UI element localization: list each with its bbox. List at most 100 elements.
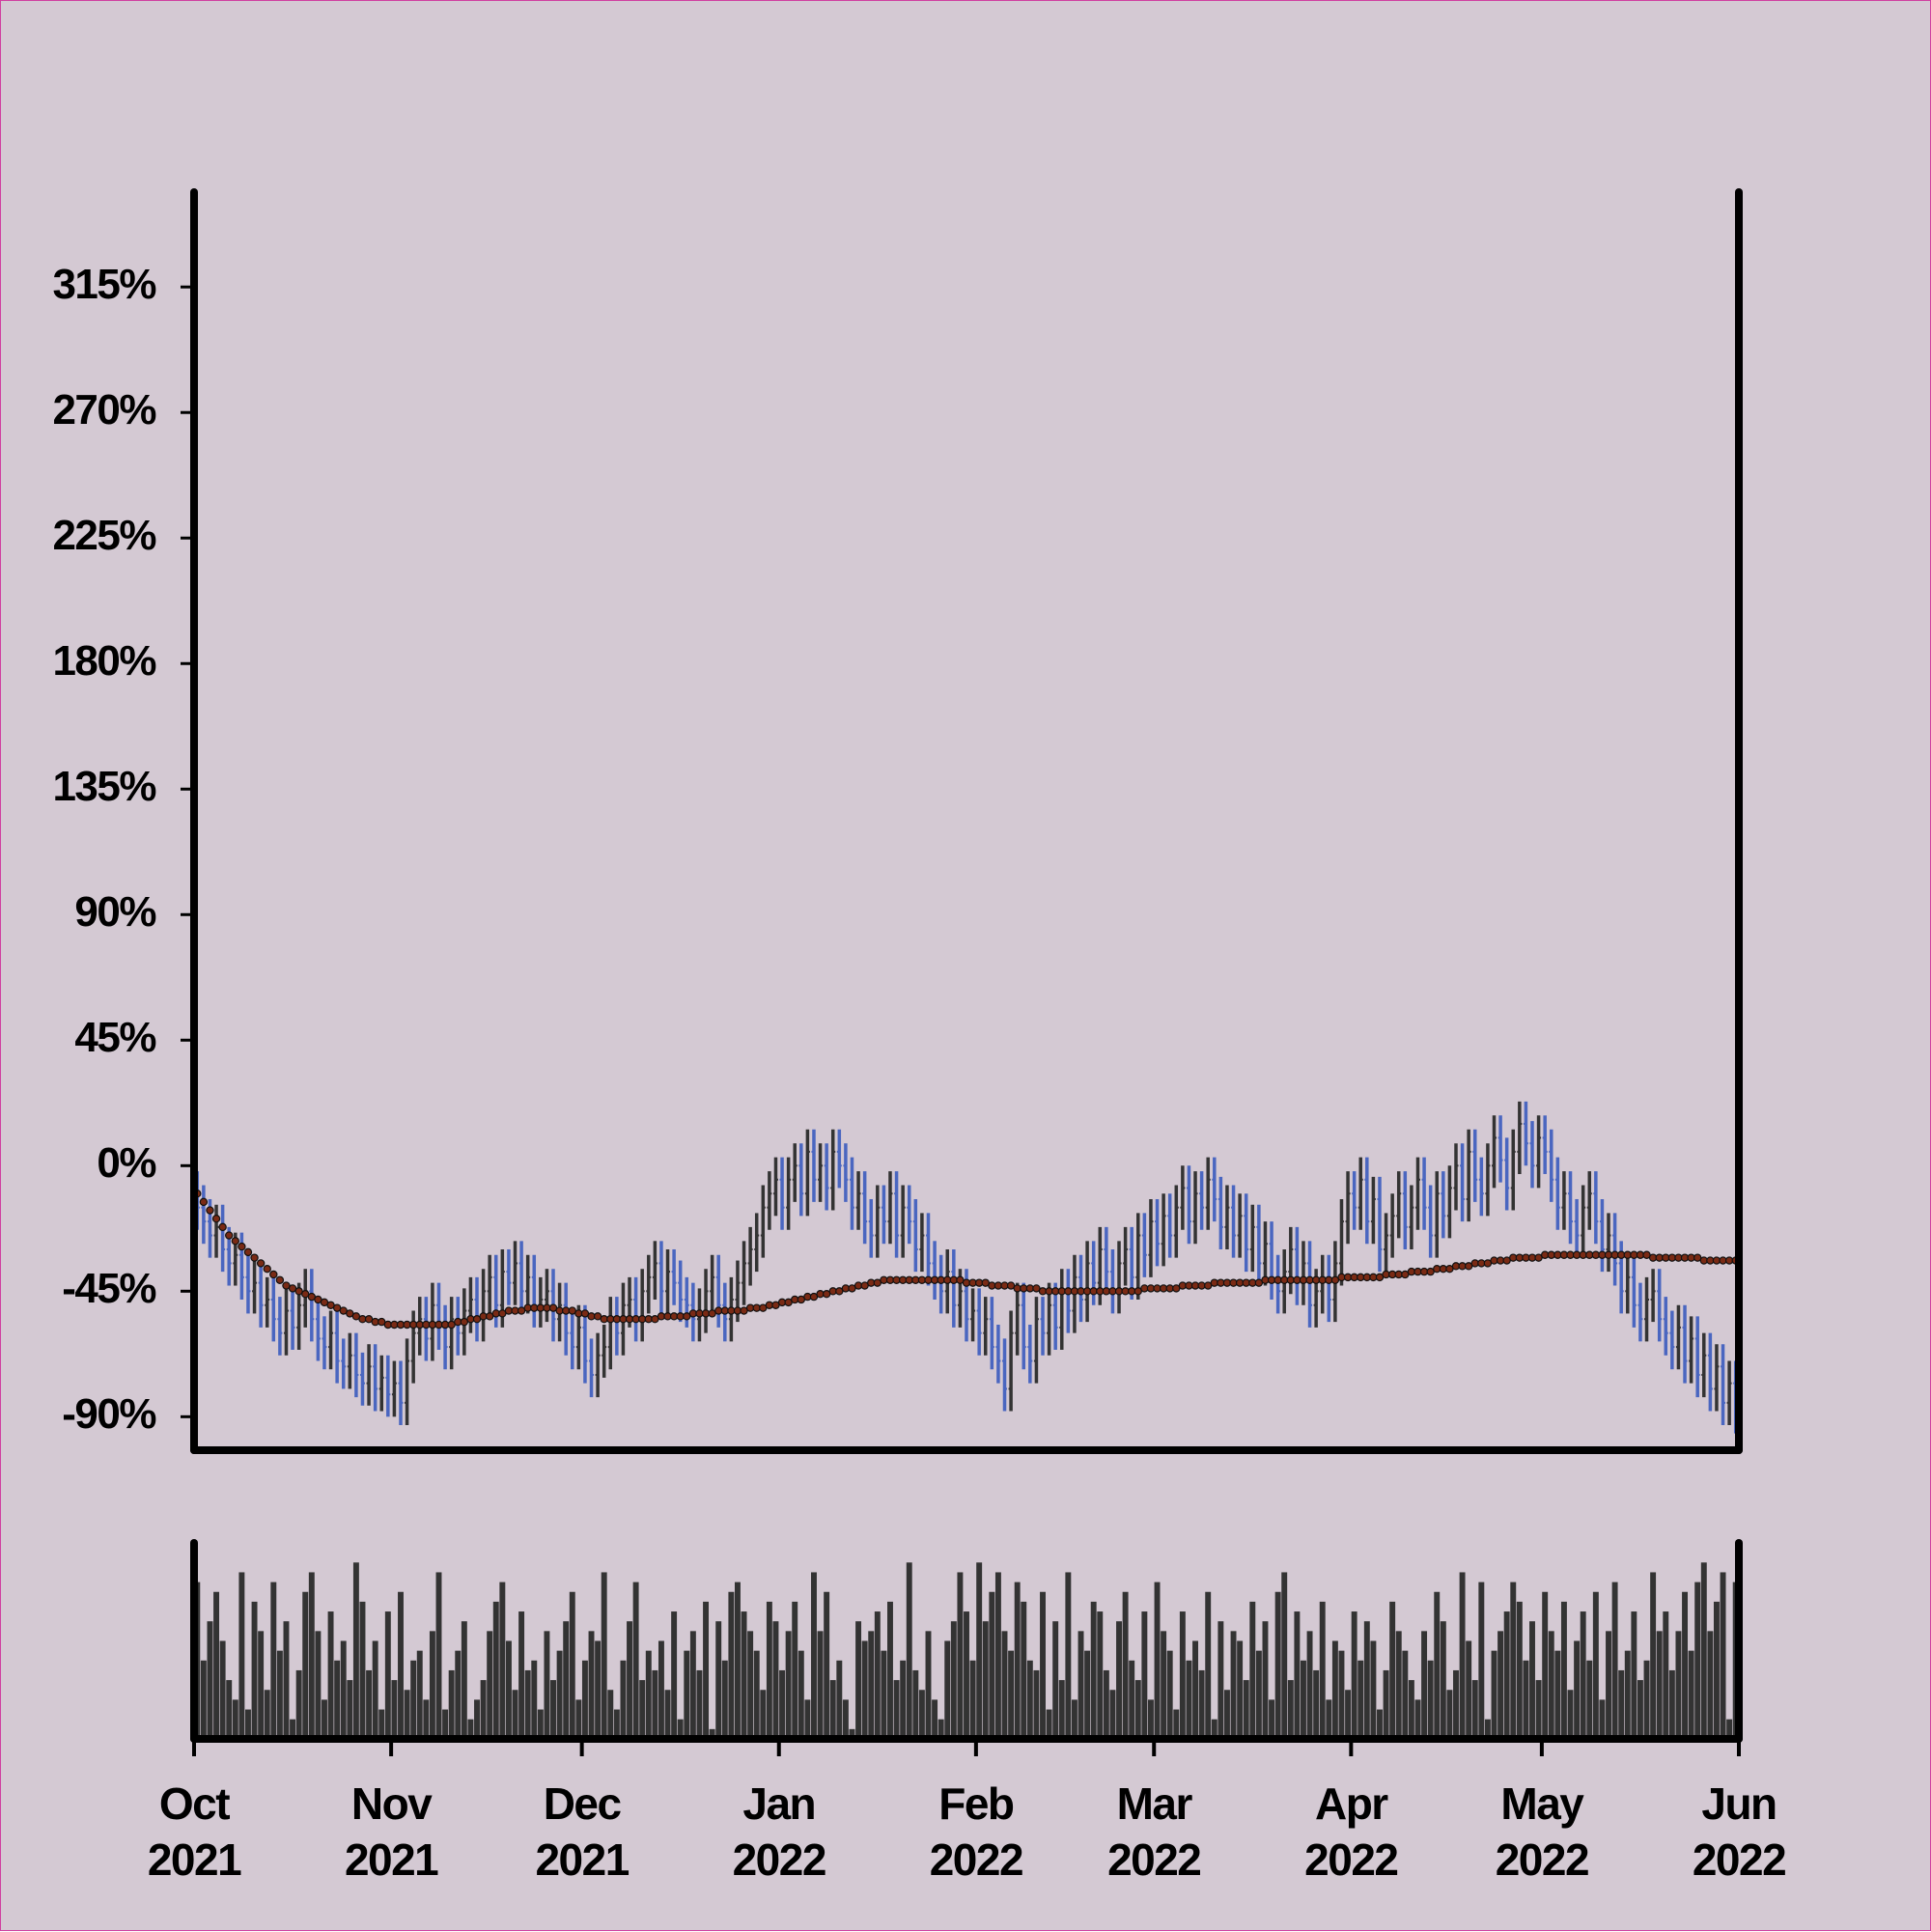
volume-bar: [1663, 1611, 1669, 1739]
y-tick-label: 270%: [52, 386, 155, 434]
volume-bar: [505, 1640, 512, 1739]
volume-bar: [703, 1601, 710, 1739]
volume-bar: [474, 1699, 480, 1739]
volume-bar: [295, 1669, 302, 1739]
ma-point: [231, 1237, 239, 1246]
volume-bar: [652, 1669, 658, 1739]
volume-bar: [1154, 1582, 1161, 1739]
volume-bar: [1255, 1650, 1262, 1739]
x-tick-label: Jan 2022: [732, 1778, 827, 1885]
volume-bar: [932, 1699, 938, 1739]
volume-bar: [581, 1660, 588, 1739]
volume-bar: [798, 1650, 804, 1739]
volume-bar: [1726, 1719, 1733, 1739]
volume-bar: [804, 1699, 811, 1739]
volume-bar: [1141, 1611, 1148, 1739]
volume-bar: [627, 1621, 632, 1739]
volume-bar: [1306, 1631, 1313, 1739]
volume-bar: [1606, 1631, 1611, 1739]
y-tick-label: 135%: [52, 763, 155, 810]
volume-bar: [1351, 1611, 1357, 1739]
volume-bar: [378, 1709, 385, 1739]
volume-bar: [537, 1709, 544, 1739]
volume-bar: [398, 1591, 404, 1739]
x-tick-label: May 2022: [1495, 1778, 1590, 1885]
volume-bar: [1090, 1601, 1097, 1739]
volume-bar: [1294, 1611, 1301, 1739]
volume-bar: [416, 1650, 423, 1739]
volume-bar: [1395, 1631, 1402, 1739]
y-tick-label: -90%: [62, 1390, 155, 1438]
volume-bar: [664, 1690, 671, 1739]
volume-bar: [766, 1601, 772, 1739]
volume-bar: [785, 1631, 792, 1739]
volume-bar: [601, 1572, 607, 1739]
volume-bar: [1065, 1572, 1072, 1739]
volume-bar: [1345, 1690, 1352, 1739]
volume-bar: [1459, 1572, 1466, 1739]
volume-bar: [1529, 1621, 1535, 1739]
volume-bar: [372, 1640, 378, 1739]
volume-bar: [792, 1601, 798, 1739]
volume-bar: [245, 1709, 251, 1739]
volume-bar: [1287, 1680, 1294, 1739]
volume-bar: [423, 1699, 430, 1739]
ma-point: [250, 1253, 259, 1262]
volume-bar: [232, 1699, 238, 1739]
volume-bar: [1466, 1640, 1472, 1739]
volume-bar: [1014, 1582, 1021, 1739]
volume-bar: [944, 1640, 951, 1739]
volume-bar: [1243, 1680, 1249, 1739]
volume-bar: [219, 1640, 226, 1739]
volume-bar: [404, 1690, 410, 1739]
volume-bar: [1179, 1611, 1186, 1739]
y-tick-label: 225%: [52, 512, 155, 559]
volume-bar: [1274, 1591, 1281, 1739]
volume-bar: [741, 1611, 747, 1739]
volume-bar: [518, 1611, 525, 1739]
volume-bar: [709, 1728, 715, 1739]
volume-bar: [1478, 1582, 1485, 1739]
volume-bar: [334, 1660, 341, 1739]
volume-bar: [842, 1699, 849, 1739]
volume-bar: [429, 1631, 435, 1739]
volume-bar: [969, 1660, 976, 1739]
volume-bar: [1370, 1640, 1377, 1739]
ma-point: [206, 1206, 214, 1215]
volume-bar: [264, 1690, 270, 1739]
volume-bar: [1262, 1621, 1269, 1739]
volume-bar: [1237, 1640, 1244, 1739]
volume-bar: [1408, 1680, 1414, 1739]
volume-bar: [1147, 1699, 1154, 1739]
volume-bar: [950, 1621, 957, 1739]
volume-bar: [1535, 1680, 1542, 1739]
volume-bar: [1357, 1660, 1364, 1739]
volume-bar: [1516, 1601, 1523, 1739]
volume-bar: [1377, 1709, 1383, 1739]
volume-bar: [251, 1601, 258, 1739]
volume-bar: [836, 1660, 843, 1739]
volume-bar: [283, 1621, 290, 1739]
volume-bar: [918, 1690, 925, 1739]
volume-bar: [1414, 1699, 1421, 1739]
volume-bar: [1720, 1572, 1726, 1739]
volume-bar: [1211, 1719, 1217, 1739]
volume-bar: [213, 1591, 220, 1739]
volume-bar: [811, 1572, 817, 1739]
volume-bar: [352, 1562, 359, 1739]
y-tick-label: 315%: [52, 261, 155, 308]
volume-bar: [1122, 1591, 1129, 1739]
volume-bar: [492, 1601, 499, 1739]
volume-bar: [276, 1650, 283, 1739]
volume-bar: [849, 1728, 855, 1739]
volume-bar: [779, 1669, 786, 1739]
volume-bar: [1192, 1640, 1198, 1739]
volume-bar: [684, 1650, 690, 1739]
volume-bar: [982, 1621, 989, 1739]
volume-bar: [645, 1650, 652, 1739]
volume-bar: [671, 1611, 678, 1739]
volume-bar: [1631, 1611, 1637, 1739]
volume-bar: [1166, 1650, 1173, 1739]
volume-bar: [467, 1719, 474, 1739]
